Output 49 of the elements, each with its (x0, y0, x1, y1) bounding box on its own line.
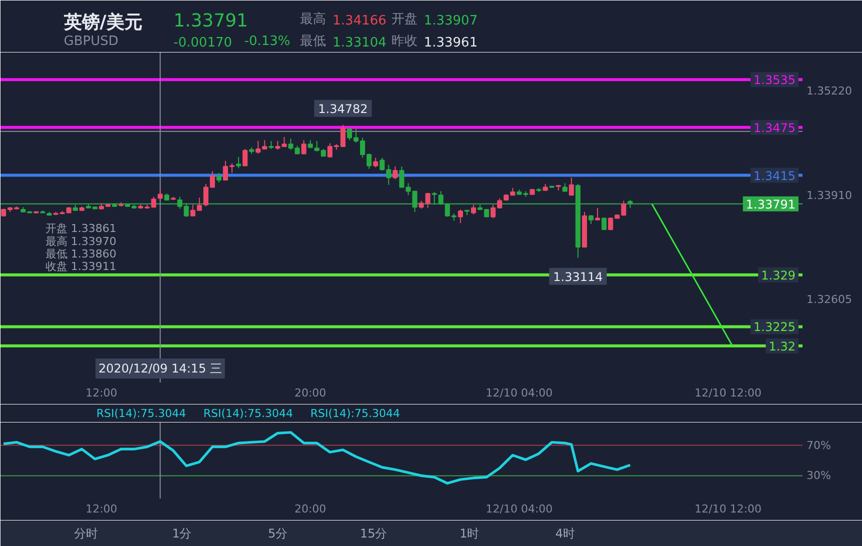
text: 1.33907 (424, 14, 478, 28)
ref-line-label: 1.3475 (754, 120, 796, 135)
text: 开盘 (391, 12, 418, 27)
x-tick-label: 12/10 04:00 (486, 386, 553, 400)
annotation: 最低 1.33860 (45, 247, 116, 260)
x-tick-label: 12/10 12:00 (694, 386, 762, 400)
y-tick-label: 1.33910 (806, 188, 852, 202)
y-tick-label: 1.35220 (806, 84, 852, 98)
x-tick-label: 12/10 04:00 (486, 502, 553, 516)
ref-line-label: 1.3535 (754, 73, 796, 88)
text: 15分 (360, 526, 388, 540)
text: GBPUSD (64, 34, 118, 49)
text: RSI(14):75.3044 (203, 407, 293, 420)
text: 最低 (300, 34, 326, 49)
annotation: 开盘 1.33861 (45, 222, 116, 236)
annotation: 1.34782 (318, 102, 368, 116)
text: 1时 (460, 526, 480, 540)
y-tick-label: 70% (806, 438, 831, 452)
x-tick-label: 12:00 (86, 386, 118, 400)
text: 昨收 (391, 34, 418, 49)
text: 1.34166 (332, 14, 386, 28)
ref-line-label: 1.3415 (754, 168, 796, 183)
annotation: 最高 1.33970 (45, 234, 116, 248)
text: 1.33104 (332, 36, 386, 50)
text: RSI(14):75.3044 (310, 407, 400, 420)
text: RSI(14):75.3044 (96, 407, 186, 420)
x-tick-label: 20:00 (294, 502, 326, 516)
text: 1.33961 (424, 36, 478, 50)
annotation: 收盘 1.33911 (45, 260, 116, 273)
annotation: 1.33114 (553, 270, 603, 284)
x-tick-label: 20:00 (294, 386, 326, 400)
x-tick-label: 12/10 12:00 (694, 502, 762, 516)
ref-line-label: 1.329 (761, 268, 796, 282)
text: -0.13% (244, 34, 290, 49)
text: 1分 (172, 526, 192, 540)
ref-line-label: 2020/12/09 14:15 三 (98, 362, 222, 376)
text: 1.33791 (174, 10, 248, 32)
ref-line-label: 1.33791 (746, 197, 796, 212)
y-tick-label: 1.32605 (806, 292, 852, 306)
text: 5分 (268, 526, 288, 540)
text: -0.00170 (174, 36, 232, 50)
text: 分时 (74, 526, 98, 540)
y-tick-label: 30% (806, 469, 831, 482)
ref-line-label: 1.3225 (754, 320, 796, 334)
x-tick-label: 12:00 (86, 502, 118, 516)
text: 最高 (300, 11, 326, 27)
ref-line-label: 1.32 (768, 339, 796, 354)
text: 英镑/美元 (62, 12, 142, 33)
text: 4时 (555, 526, 576, 540)
